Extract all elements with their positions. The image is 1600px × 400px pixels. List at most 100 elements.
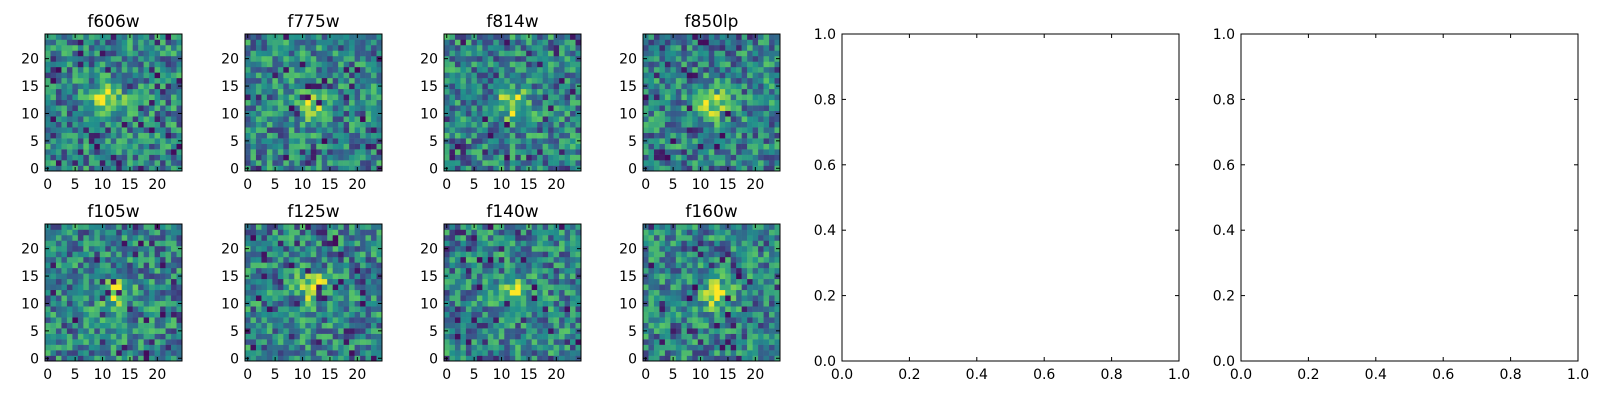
heatmap-cell bbox=[692, 138, 699, 144]
heatmap-cell bbox=[498, 273, 505, 280]
heatmap-cell bbox=[66, 328, 73, 334]
heatmap-cell bbox=[454, 333, 461, 340]
heatmap-cell bbox=[294, 72, 301, 79]
heatmap-cell bbox=[349, 110, 355, 117]
y-tick-label: 5 bbox=[230, 134, 239, 150]
heatmap-cell bbox=[542, 322, 549, 329]
heatmap-cell bbox=[305, 262, 312, 269]
heatmap-cell bbox=[176, 322, 183, 329]
heatmap-cell bbox=[332, 284, 339, 291]
heatmap-cell bbox=[670, 138, 677, 144]
heatmap-cell bbox=[261, 311, 268, 318]
heatmap-cell bbox=[321, 77, 328, 84]
heatmap-cell bbox=[50, 110, 57, 117]
heatmap-cell bbox=[55, 116, 62, 122]
heatmap-cell bbox=[255, 149, 262, 155]
heatmap-cell bbox=[774, 72, 781, 79]
heatmap-cell bbox=[138, 116, 144, 122]
heatmap-cell bbox=[143, 94, 150, 101]
heatmap-cell bbox=[360, 105, 366, 112]
heatmap-cell bbox=[121, 311, 128, 318]
heatmap-cell bbox=[245, 39, 251, 46]
heatmap-cell bbox=[154, 143, 161, 150]
heatmap-cell bbox=[338, 289, 344, 296]
heatmap-cell bbox=[444, 149, 450, 155]
heatmap-cell bbox=[659, 339, 666, 345]
heatmap-cell bbox=[509, 273, 516, 280]
heatmap-cell bbox=[88, 77, 95, 84]
heatmap-cell bbox=[769, 34, 775, 40]
heatmap-cell bbox=[327, 110, 333, 117]
heatmap-cell bbox=[675, 44, 682, 51]
heatmap-cell bbox=[365, 344, 372, 351]
heatmap-cell bbox=[154, 127, 161, 133]
heatmap-cell bbox=[338, 116, 344, 122]
heatmap-cell bbox=[138, 110, 144, 117]
heatmap-cell bbox=[493, 289, 500, 296]
heatmap-cell bbox=[454, 149, 461, 155]
heatmap-cell bbox=[520, 94, 527, 101]
heatmap-cell bbox=[498, 267, 505, 274]
heatmap-cell bbox=[176, 311, 183, 318]
heatmap-cell bbox=[294, 105, 301, 112]
heatmap-cell bbox=[542, 61, 549, 68]
heatmap-cell bbox=[444, 77, 450, 84]
heatmap-cell bbox=[509, 50, 516, 57]
heatmap-cell bbox=[365, 339, 372, 345]
heatmap-cell bbox=[354, 88, 361, 95]
heatmap-cell bbox=[88, 322, 95, 329]
heatmap-cell bbox=[272, 50, 279, 57]
heatmap-cell bbox=[83, 44, 90, 51]
heatmap-cell bbox=[482, 88, 489, 95]
heatmap-cell bbox=[88, 94, 95, 101]
heatmap-cell bbox=[160, 344, 166, 351]
heatmap-cell bbox=[294, 44, 301, 51]
heatmap-cell bbox=[332, 34, 339, 40]
heatmap-cell bbox=[138, 333, 144, 340]
heatmap-cell bbox=[55, 83, 62, 90]
heatmap-cell bbox=[110, 88, 117, 95]
heatmap-cell bbox=[332, 66, 339, 73]
heatmap-cell bbox=[66, 132, 73, 139]
heatmap-cell bbox=[305, 256, 312, 263]
heatmap-cell bbox=[708, 355, 715, 362]
heatmap-cell bbox=[110, 66, 117, 73]
heatmap-cell bbox=[653, 311, 660, 318]
heatmap-cell bbox=[310, 328, 317, 334]
heatmap-cell bbox=[444, 132, 450, 139]
heatmap-cell bbox=[105, 229, 112, 236]
heatmap-cell bbox=[310, 300, 317, 307]
y-tick-label: 20 bbox=[21, 242, 39, 258]
heatmap-cell bbox=[272, 245, 279, 252]
heatmap-cell bbox=[730, 317, 737, 323]
heatmap-cell bbox=[758, 72, 764, 79]
heatmap-cell bbox=[670, 295, 677, 302]
heatmap-cell bbox=[365, 55, 372, 62]
heatmap-cell bbox=[332, 267, 339, 274]
heatmap-cell bbox=[55, 339, 62, 345]
heatmap-cell bbox=[675, 328, 682, 334]
heatmap-cell bbox=[105, 61, 112, 68]
heatmap-cell bbox=[681, 300, 688, 307]
heatmap-cell bbox=[138, 256, 144, 263]
heatmap-cell bbox=[165, 344, 172, 351]
heatmap-cell bbox=[515, 72, 522, 79]
heatmap-cell bbox=[310, 355, 317, 362]
heatmap-cell bbox=[55, 240, 62, 247]
heatmap-cell bbox=[77, 311, 84, 318]
heatmap-cell bbox=[708, 61, 715, 68]
heatmap-cell bbox=[66, 88, 73, 95]
y-tick-label: 10 bbox=[420, 296, 438, 312]
heatmap-cell bbox=[537, 251, 543, 258]
heatmap-cell bbox=[769, 149, 775, 155]
heatmap-cell bbox=[769, 66, 775, 73]
heatmap-cell bbox=[88, 88, 95, 95]
heatmap-cell bbox=[132, 99, 139, 106]
heatmap-cell bbox=[160, 245, 166, 252]
heatmap-cell bbox=[266, 322, 273, 329]
heatmap-cell bbox=[758, 160, 764, 166]
heatmap-cell bbox=[110, 99, 117, 106]
x-tick-label: 15 bbox=[719, 177, 737, 193]
heatmap-cell bbox=[482, 44, 489, 51]
heatmap-cell bbox=[343, 77, 350, 84]
